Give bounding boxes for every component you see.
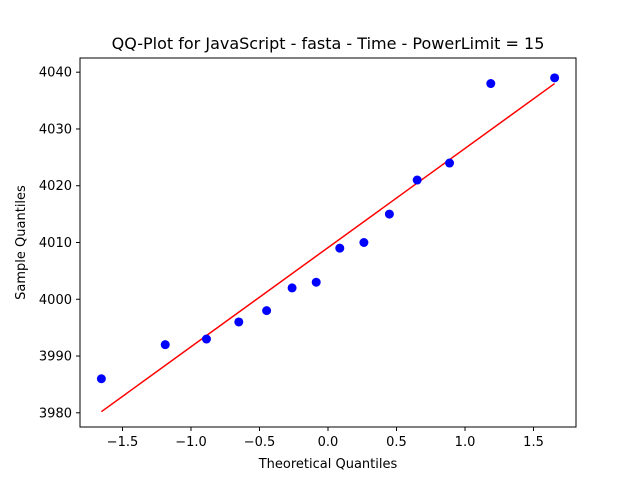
data-point [234, 317, 244, 327]
x-tick-label: −1.0 [175, 435, 207, 450]
y-axis-label: Sample Quantiles [14, 185, 29, 300]
data-point [445, 158, 455, 168]
y-tick-label: 4040 [39, 66, 72, 81]
data-point [412, 175, 422, 185]
data-point [384, 209, 394, 219]
x-tick-label: −1.5 [107, 435, 139, 450]
plot-area: −1.5 −1.0 −0.5 0.0 0.5 1.0 1.5 3980 3990 4000 401… [39, 57, 577, 450]
data-point [359, 238, 369, 247]
data-point [486, 79, 496, 89]
x-tick-label: −0.5 [244, 435, 276, 450]
data-point [262, 306, 272, 316]
y-tick-label: 4030 [39, 122, 72, 137]
x-tick-label: 1.0 [455, 435, 476, 450]
fit-line [100, 82, 556, 413]
data-point [287, 283, 297, 293]
x-tick-label: 0.0 [318, 435, 339, 450]
y-tick-label: 4010 [39, 236, 72, 251]
data-point [550, 73, 560, 83]
data-point [201, 334, 211, 344]
x-tick-label: 0.5 [386, 435, 407, 450]
x-axis: −1.5 −1.0 −0.5 0.0 0.5 1.0 1.5 [107, 427, 544, 450]
y-axis: 3980 3990 4000 4010 4020 4030 4040 [39, 66, 80, 421]
data-point [335, 243, 345, 253]
y-tick-label: 4020 [39, 179, 72, 194]
data-point [160, 340, 170, 350]
y-tick-label: 3990 [39, 350, 72, 365]
data-point [96, 374, 106, 384]
x-axis-label: Theoretical Quantiles [258, 457, 398, 472]
chart-title: QQ-Plot for JavaScript - fasta - Time - … [112, 34, 545, 53]
y-tick-label: 4000 [39, 293, 72, 308]
y-tick-label: 3980 [39, 406, 72, 421]
data-point [311, 277, 321, 287]
x-tick-label: 1.5 [523, 435, 544, 450]
series-layer [96, 73, 560, 413]
